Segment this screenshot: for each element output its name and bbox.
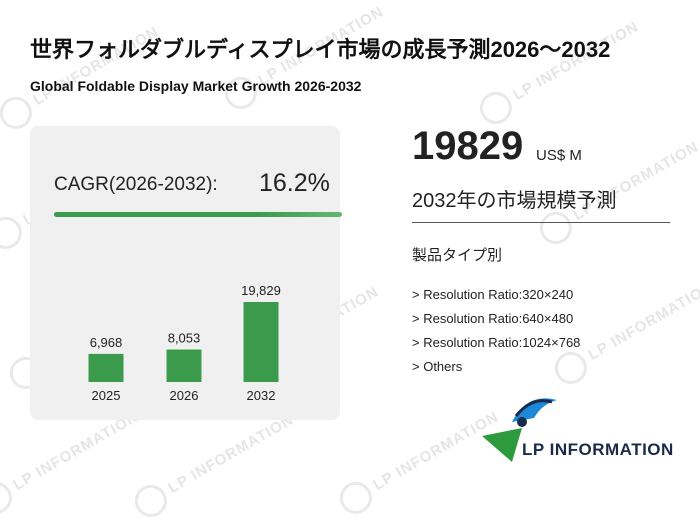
page-title: 世界フォルダブルディスプレイ市場の成長予測2026～2032 [30,37,611,62]
bar-2026 [166,349,202,382]
segment-item: > Resolution Ratio:320×240 [412,287,574,302]
forecast-caption: 2032年の市場規模予測 [412,190,617,212]
data-label-2032: 19,829 [241,283,281,298]
watermark-text: LP INFORMATION [474,12,646,130]
divider [412,222,670,223]
bar-2025 [88,353,124,382]
data-label-2025: 6,968 [90,335,123,350]
data-label-2026: 8,053 [168,331,201,346]
cagr-label: CAGR(2026-2032): [54,174,218,195]
x-tick-label: 2026 [170,388,199,403]
segment-item: > Resolution Ratio:640×480 [412,311,574,326]
lp-information-logo-icon [482,398,557,462]
bar-2032 [243,302,279,382]
x-tick-label: 2032 [247,388,276,403]
bar-chart: 6,968 2025 8,053 2026 19,829 2032 [88,283,281,403]
segment-title: 製品タイプ別 [412,247,503,264]
segment-item: > Resolution Ratio:1024×768 [412,335,581,350]
segment-list: > Resolution Ratio:320×240 > Resolution … [412,287,580,383]
page-subtitle: Global Foldable Display Market Growth 20… [30,78,362,94]
cagr-value: 16.2% [259,169,330,197]
logo-text: LP INFORMATION [522,440,674,459]
segment-item: > Others [412,359,463,374]
watermark-text: LP INFORMATION [334,402,506,520]
watermark-text: LP INFORMATION [129,405,301,523]
chart-card: CAGR(2026-2032): 16.2% 6,968 2025 8,053 202… [30,126,342,420]
cagr-underline [54,212,342,217]
forecast-value: 19829 [412,124,524,168]
x-tick-label: 2025 [92,388,121,403]
forecast-unit: US$ M [536,147,582,164]
